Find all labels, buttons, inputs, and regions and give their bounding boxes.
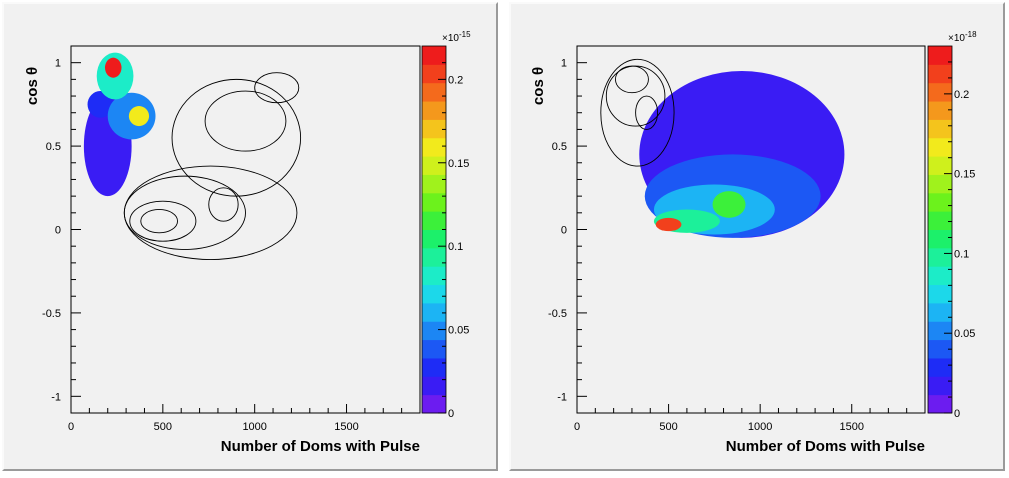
y-axis-title: cos θ (24, 67, 41, 105)
color-bar-band (928, 156, 952, 175)
x-tick-label: 0 (68, 421, 74, 433)
color-bar-band (928, 101, 952, 120)
x-tick-label: 500 (659, 421, 677, 433)
color-bar-band (422, 101, 446, 120)
color-bar-band (928, 357, 952, 377)
color-bar-band (928, 376, 952, 396)
color-bar-band (928, 321, 952, 341)
color-bar-band (422, 376, 446, 396)
filled-contour-6 (655, 217, 682, 232)
color-bar-band (422, 64, 446, 84)
contour-line-4 (123, 165, 298, 260)
contour-line-7 (204, 90, 287, 152)
color-bar-tick-label: 0.2 (954, 89, 969, 101)
plot-content (83, 52, 302, 260)
contour-line-8 (254, 72, 300, 104)
x-axis-title: Number of Doms with Pulse (726, 438, 925, 455)
color-bar-band (928, 284, 952, 304)
y-tick-label: 0.5 (46, 141, 61, 153)
filled-contour-5 (128, 106, 150, 127)
color-bar-band (928, 192, 952, 212)
color-bar-band (928, 137, 952, 157)
color-bar-band (928, 394, 952, 414)
color-bar-band (422, 46, 446, 65)
y-tick-label: -0.5 (548, 308, 567, 320)
contour-line-3 (600, 58, 675, 167)
color-bar: 0 0.05 0.1 0.15 0.2 ×10-18 (927, 30, 977, 420)
x-tick-label: 1500 (839, 421, 863, 433)
y-tick-label: 0 (561, 225, 567, 237)
x-tick-label: 0 (574, 421, 580, 433)
color-bar-exponent-power: -18 (965, 30, 977, 39)
color-bar-band (422, 339, 446, 359)
color-bar-exponent: ×10-15 (442, 30, 471, 44)
color-bar-band (928, 229, 952, 249)
x-tick-label: 500 (154, 421, 172, 433)
color-bar-band (422, 174, 446, 194)
color-bar-tick-label: 0.15 (954, 169, 975, 181)
contour-line-1 (140, 209, 178, 234)
x-tick-label: 1000 (242, 421, 266, 433)
x-tick-label: 1000 (748, 421, 772, 433)
color-bar-frame (927, 45, 953, 414)
filled-contour-2 (87, 91, 114, 118)
color-bar-tick-label: 0.15 (448, 158, 469, 170)
color-bar-band (422, 211, 446, 230)
filled-contour-6 (104, 57, 122, 78)
color-bar-band (422, 229, 446, 249)
color-bar-band (422, 137, 446, 157)
color-bar-band (422, 247, 446, 267)
contour-line-2 (605, 65, 666, 127)
color-bar-tick-label: 0 (448, 408, 454, 420)
color-bar-band (928, 64, 952, 84)
color-bar-band (928, 211, 952, 230)
color-bar-exponent-power: -15 (459, 30, 471, 39)
y-tick-label: -1 (557, 391, 567, 403)
color-bar-tick-label: 0.05 (954, 328, 975, 340)
color-bar-band (422, 82, 446, 102)
y-tick-label: -1 (51, 391, 61, 403)
x-axis-title: Number of Doms with Pulse (221, 438, 420, 455)
contour-line-6 (171, 78, 302, 197)
contour-line-5 (208, 187, 239, 222)
color-bar-band (928, 174, 952, 194)
color-bar-band (422, 394, 446, 414)
y-tick-label: 0.5 (552, 141, 567, 153)
color-bar-band (422, 284, 446, 304)
contour-line-4 (635, 95, 659, 130)
color-bar-band (422, 302, 446, 322)
y-tick-label: 1 (55, 58, 61, 70)
color-bar-band (928, 302, 952, 322)
color-bar-band (928, 247, 952, 267)
y-tick-label: 1 (561, 58, 567, 70)
color-bar-band (928, 266, 952, 286)
color-bar-band (422, 266, 446, 286)
color-bar-band (928, 339, 952, 359)
color-bar-band (422, 192, 446, 212)
color-bar-tick-label: 0 (954, 408, 960, 420)
color-bar-band (928, 46, 952, 65)
color-bar-tick-label: 0.05 (448, 325, 469, 337)
color-bar-band (422, 321, 446, 341)
color-bar-tick-label: 0.2 (448, 74, 463, 86)
color-bar-band (928, 82, 952, 102)
filled-contour-5 (712, 191, 746, 218)
color-bar-band (422, 119, 446, 139)
x-tick-label: 1500 (334, 421, 358, 433)
chart-panel-1: 0 500 1000 1500 -1 -0.5 0 0.5 1 Number of Doms wi… (24, 30, 471, 455)
color-bar-band (422, 357, 446, 377)
color-bar-band (422, 156, 446, 175)
y-tick-label: -0.5 (42, 308, 61, 320)
color-bar: 0 0.05 0.1 0.15 0.2 ×10-15 (421, 30, 471, 420)
plot-content (600, 58, 845, 238)
color-bar-tick-label: 0.1 (448, 241, 463, 253)
y-tick-label: 0 (55, 225, 61, 237)
color-bar-exponent: ×10-18 (948, 30, 977, 44)
y-axis-title: cos θ (530, 67, 547, 105)
chart-panel-2: 0 500 1000 1500 -1 -0.5 0 0.5 1 Number of Doms wi… (530, 30, 977, 455)
contour-line-2 (129, 200, 197, 242)
color-bar-band (928, 119, 952, 139)
color-bar-tick-label: 0.1 (954, 248, 969, 260)
